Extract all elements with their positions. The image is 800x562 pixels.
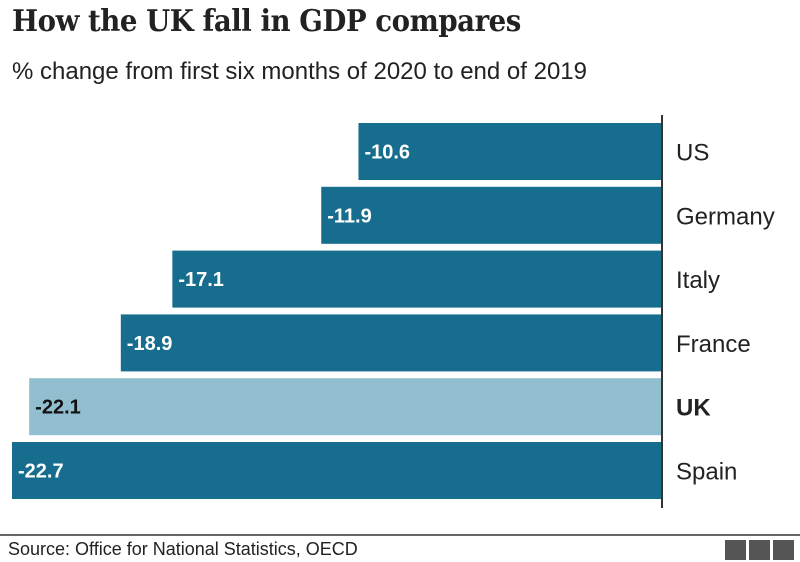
data-label: -18.9	[127, 333, 173, 355]
data-label: -22.7	[18, 461, 64, 483]
chart-title: How the UK fall in GDP compares	[12, 4, 521, 39]
bar-chart: -10.6 US -11.9 Germany -17.1 Italy -18.9 France…	[12, 115, 775, 508]
bbc-logo	[725, 540, 794, 560]
category-label: France	[676, 331, 751, 358]
category-label: US	[676, 140, 709, 167]
footer-divider	[0, 534, 800, 536]
category-label: UK	[676, 395, 711, 422]
bar-spain	[12, 442, 662, 499]
data-label: -17.1	[178, 269, 224, 291]
bar-italy	[172, 250, 662, 308]
data-label: -10.6	[364, 142, 410, 164]
data-label: -11.9	[327, 205, 371, 227]
category-label: Germany	[676, 203, 775, 230]
bar-us	[358, 123, 662, 180]
category-label: Spain	[676, 459, 737, 486]
source-note: Source: Office for National Statistics, …	[8, 539, 358, 559]
bar-uk	[29, 378, 663, 436]
data-label: -22.1	[35, 397, 81, 419]
category-label: Italy	[676, 267, 720, 294]
bar-germany	[321, 186, 662, 244]
chart-subtitle: % change from first six months of 2020 t…	[12, 58, 587, 85]
bar-france	[120, 314, 663, 372]
